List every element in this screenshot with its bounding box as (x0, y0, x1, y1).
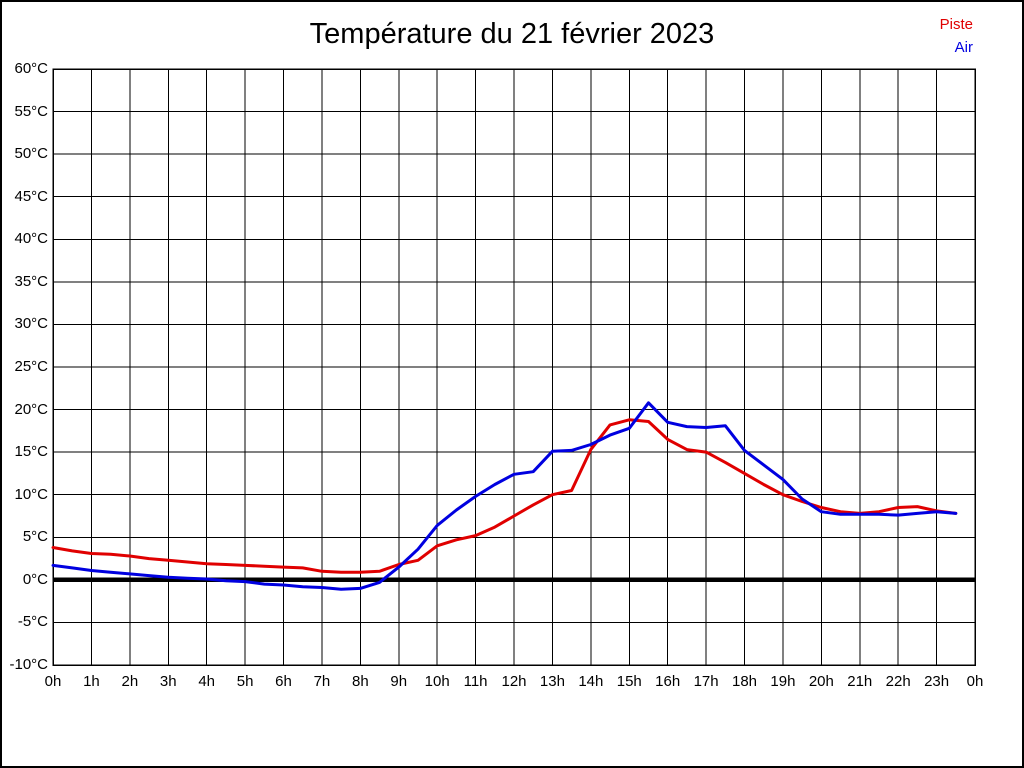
x-tick-label: 9h (390, 673, 408, 690)
y-tick-label: 0°C (22, 570, 48, 588)
x-tick-label: 2h (121, 673, 139, 690)
x-tick-label: 10h (424, 673, 450, 690)
x-tick-label: 0h (966, 673, 984, 690)
x-tick-label: 20h (808, 673, 834, 690)
y-tick-label: 10°C (14, 485, 48, 503)
x-tick-label: 4h (198, 673, 215, 690)
x-tick-label: 15h (616, 673, 642, 690)
y-tick-label: 30°C (14, 315, 48, 333)
legend-label-air: Air (954, 39, 973, 56)
y-tick-label: 55°C (14, 102, 48, 120)
x-tick-label: 7h (313, 673, 331, 690)
y-tick-label: -10°C (9, 656, 48, 673)
x-tick-label: 1h (83, 673, 100, 690)
y-tick-label: 60°C (14, 60, 48, 77)
air-line (51, 401, 958, 591)
x-tick-label: 3h (159, 673, 177, 690)
x-tick-label: 8h (351, 673, 369, 690)
piste-line (51, 418, 958, 574)
y-tick-label: -5°C (17, 613, 48, 631)
x-tick-label: 23h (924, 673, 950, 690)
x-tick-label: 21h (847, 673, 873, 690)
x-tick-label: 11h (463, 673, 488, 690)
x-tick-label: 12h (501, 673, 527, 690)
y-tick-label: 15°C (14, 443, 48, 461)
x-tick-label: 5h (236, 673, 254, 690)
legend-label-piste: Piste (939, 16, 973, 33)
y-tick-label: 5°C (22, 528, 48, 546)
y-tick-label: 45°C (14, 187, 48, 205)
x-tick-label: 17h (693, 673, 719, 690)
chart-legend: Piste Air (940, 13, 973, 59)
x-tick-label: 6h (275, 673, 292, 690)
x-tick-label: 0h (44, 673, 62, 690)
x-tick-label: 16h (655, 673, 681, 690)
y-tick-label: 40°C (14, 230, 48, 248)
y-tick-label: 35°C (14, 272, 48, 290)
x-tick-label: 22h (885, 673, 911, 690)
x-tick-label: 19h (770, 673, 796, 690)
y-tick-label: 25°C (14, 358, 48, 375)
plot-border (52, 68, 976, 666)
chart-title: Température du 21 février 2023 (309, 18, 715, 50)
y-tick-label: 50°C (14, 145, 48, 163)
x-tick-label: 14h (578, 673, 604, 690)
y-tick-label: 20°C (14, 400, 48, 418)
x-tick-label: 18h (731, 673, 758, 690)
x-tick-label: 13h (539, 673, 565, 690)
